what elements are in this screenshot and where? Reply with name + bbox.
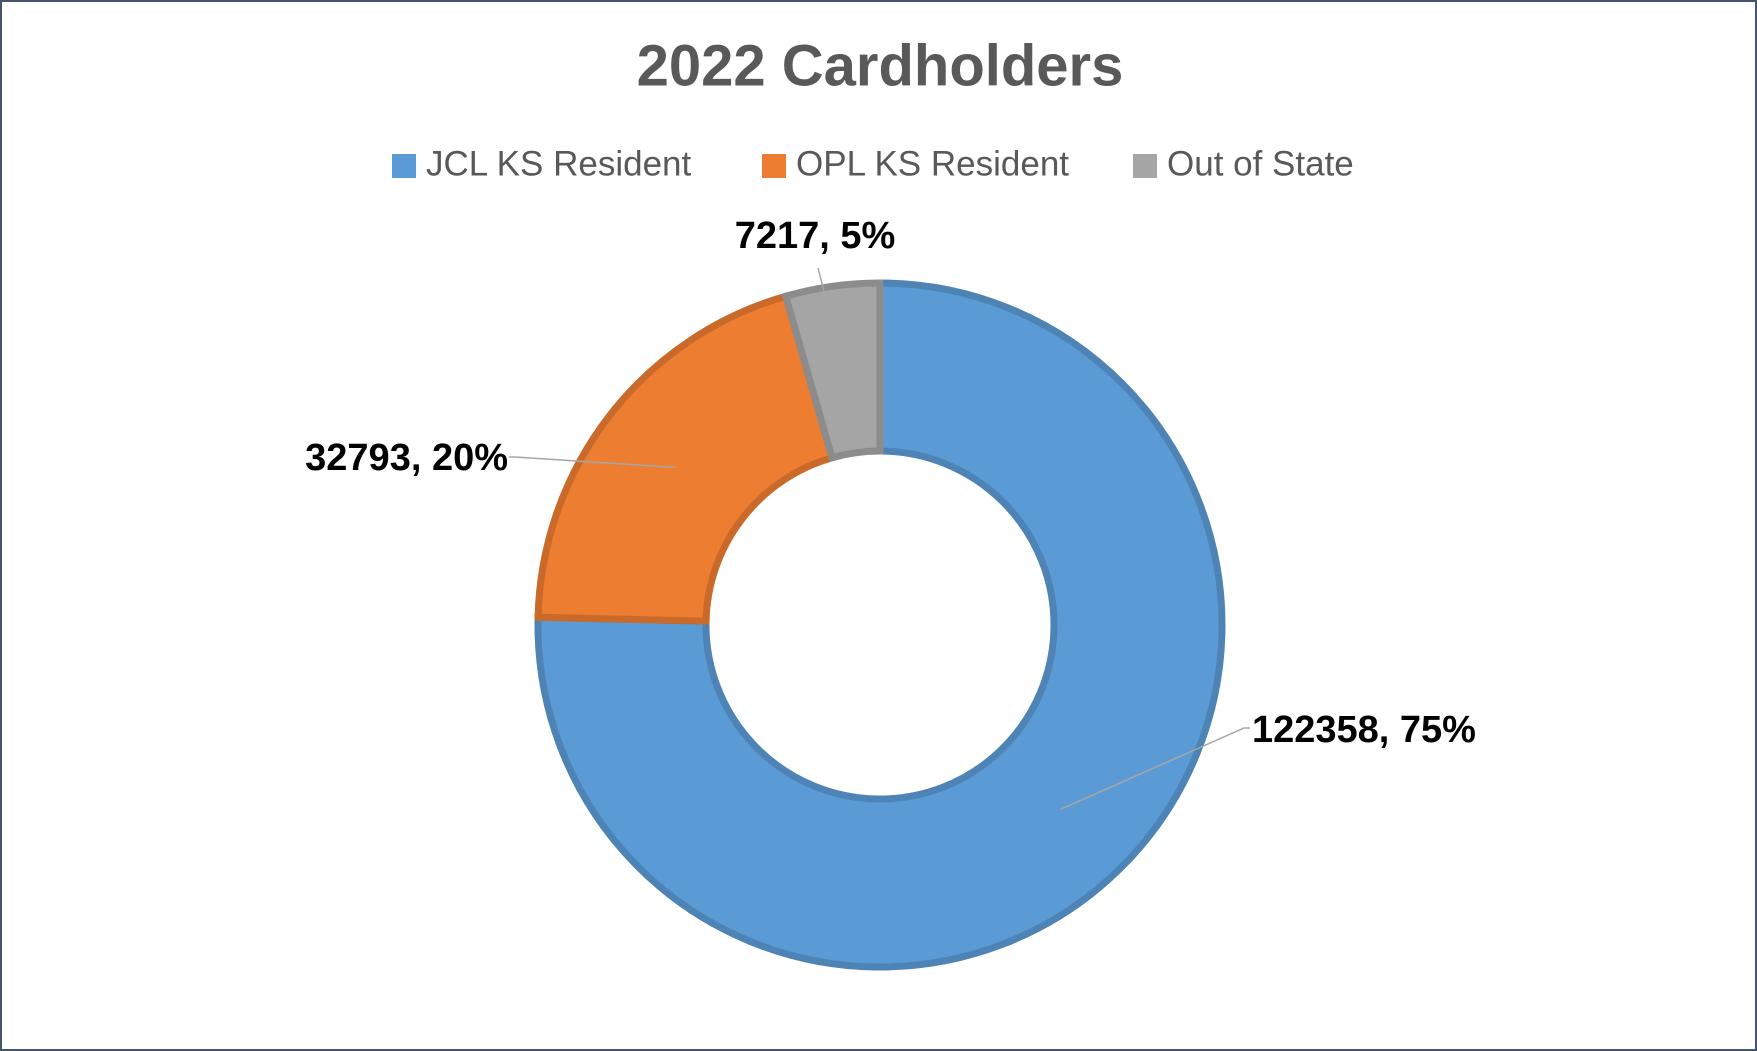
legend-swatch [1133,154,1157,178]
data-label: 122358, 75% [1252,709,1476,751]
donut-segment [534,279,1226,971]
legend-label: JCL KS Resident [426,144,691,183]
legend-swatch [762,154,786,178]
leader-line [509,456,676,469]
leader-line [1060,727,1250,811]
donut-segment [781,279,884,463]
chart-title: 2022 Cardholders [637,33,1124,98]
donut-segment [534,291,837,625]
legend-label: OPL KS Resident [796,144,1069,183]
legend-label: Out of State [1167,144,1354,183]
legend-swatch [392,154,416,178]
data-label: 7217, 5% [735,215,896,257]
leader-line [817,267,845,370]
data-label: 32793, 20% [305,437,508,479]
